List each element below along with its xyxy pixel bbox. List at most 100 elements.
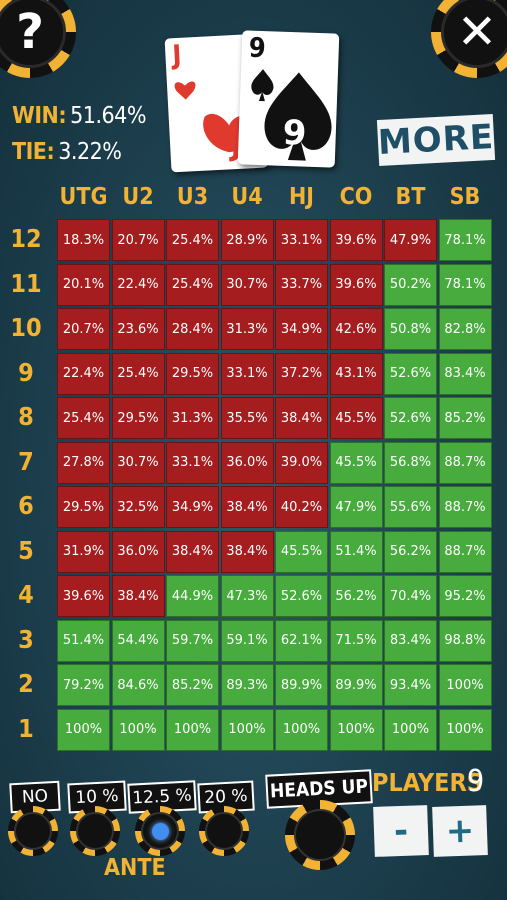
equity-cell: 78.1% — [438, 263, 492, 306]
more-button[interactable]: MORE — [376, 113, 496, 167]
equity-cell: 34.9% — [166, 486, 219, 528]
equity-cell: 100% — [329, 708, 383, 751]
equity-cell: 89.9% — [275, 664, 328, 706]
equity-cell: 89.9% — [329, 664, 383, 706]
equity-cell: 38.4% — [220, 530, 274, 573]
ante-option-toggle[interactable] — [70, 806, 120, 856]
equity-cell: 33.7% — [275, 263, 328, 306]
row-header: 7 — [18, 446, 34, 476]
equity-cell: 25.4% — [57, 397, 110, 439]
equity-cell: 28.9% — [220, 219, 274, 261]
equity-cell: 93.4% — [384, 664, 437, 706]
equity-cell: 85.2% — [166, 664, 219, 706]
equity-cell: 32.5% — [111, 486, 165, 528]
equity-cell: 40.2% — [275, 486, 328, 528]
help-button[interactable]: ? — [0, 0, 76, 78]
equity-cell: 100% — [57, 708, 110, 751]
equity-cell: 31.3% — [166, 397, 219, 439]
win-value: 51.64% — [70, 103, 147, 129]
tie-stat: TIE: 3.22% — [12, 139, 122, 165]
selected-indicator-icon — [151, 822, 169, 840]
column-header: HJ — [288, 184, 314, 210]
row-header: 10 — [10, 313, 42, 342]
decrease-players-button[interactable]: - — [373, 805, 429, 857]
equity-cell: 38.4% — [275, 397, 328, 439]
players-label: PLAYERS — [372, 768, 483, 797]
row-header: 4 — [18, 580, 34, 609]
ante-option-toggle[interactable] — [135, 806, 185, 856]
equity-cell: 25.4% — [111, 352, 165, 395]
equity-cell: 39.6% — [329, 219, 383, 261]
equity-cell: 35.5% — [220, 397, 274, 439]
close-button[interactable]: ✕ — [431, 0, 507, 78]
row-header: 11 — [10, 268, 42, 298]
equity-cell: 18.3% — [57, 219, 110, 261]
equity-cell: 54.4% — [111, 619, 165, 662]
column-header: U2 — [122, 184, 154, 210]
close-icon: ✕ — [441, 0, 507, 68]
win-label: WIN: — [12, 103, 67, 129]
equity-cell: 70.4% — [384, 575, 437, 617]
equity-cell: 45.5% — [329, 397, 383, 439]
chip-hole-icon — [205, 812, 243, 850]
equity-cell: 52.6% — [275, 575, 328, 617]
tie-label: TIE: — [12, 139, 55, 165]
equity-cell: 100% — [438, 664, 492, 706]
equity-cell: 36.0% — [220, 441, 274, 484]
equity-cell: 50.2% — [384, 263, 437, 306]
equity-cell: 20.7% — [57, 308, 110, 350]
equity-cell: 39.0% — [275, 441, 328, 484]
equity-cell: 88.7% — [438, 530, 492, 573]
question-icon: ? — [0, 0, 66, 68]
equity-cell: 52.6% — [384, 352, 437, 395]
equity-cell: 27.8% — [57, 441, 110, 484]
row-header: 12 — [10, 224, 42, 253]
equity-cell: 22.4% — [57, 352, 110, 395]
equity-cell: 50.8% — [384, 308, 437, 350]
equity-cell: 98.8% — [438, 619, 492, 662]
equity-cell: 55.6% — [384, 486, 437, 528]
equity-cell: 88.7% — [438, 441, 492, 484]
equity-cell: 100% — [275, 708, 328, 751]
equity-cell: 79.2% — [57, 664, 110, 706]
row-header: 8 — [18, 402, 34, 431]
players-count: 9 — [467, 764, 485, 799]
ante-option-toggle[interactable] — [199, 806, 249, 856]
equity-cell: 29.5% — [57, 486, 110, 528]
equity-cell: 83.4% — [438, 352, 492, 395]
equity-cell: 84.6% — [111, 664, 165, 706]
equity-cell: 51.4% — [329, 530, 383, 573]
equity-cell: 83.4% — [384, 619, 437, 662]
equity-cell: 47.3% — [220, 575, 274, 617]
row-header: 1 — [18, 713, 34, 743]
increase-players-button[interactable]: + — [432, 805, 488, 857]
equity-cell: 33.1% — [275, 219, 328, 261]
equity-cell: 34.9% — [275, 308, 328, 350]
equity-cell: 59.7% — [166, 619, 219, 662]
equity-cell: 89.3% — [220, 664, 274, 706]
equity-cell: 52.6% — [384, 397, 437, 439]
equity-cell: 45.5% — [329, 441, 383, 484]
chip-hole-icon — [294, 809, 346, 861]
equity-cell: 39.6% — [57, 575, 110, 617]
heads-up-toggle[interactable] — [285, 800, 355, 870]
equity-cell: 28.4% — [166, 308, 219, 350]
equity-cell: 82.8% — [438, 308, 492, 350]
equity-cell: 88.7% — [438, 486, 492, 528]
equity-cell: 25.4% — [166, 263, 219, 306]
equity-cell: 37.2% — [275, 352, 328, 395]
equity-cell: 62.1% — [275, 619, 328, 662]
ante-option-toggle[interactable] — [8, 806, 58, 856]
column-header: U3 — [176, 184, 209, 210]
equity-cell: 38.4% — [166, 530, 219, 573]
equity-cell: 78.1% — [438, 219, 492, 261]
equity-cell: 56.2% — [384, 530, 437, 573]
row-header: 3 — [18, 624, 34, 654]
equity-cell: 33.1% — [220, 352, 274, 395]
equity-cell: 100% — [220, 708, 274, 751]
equity-cell: 42.6% — [329, 308, 383, 350]
equity-cell: 56.2% — [329, 575, 383, 617]
equity-cell: 45.5% — [275, 530, 328, 573]
equity-cell: 31.9% — [57, 530, 110, 573]
chip-hole-icon — [76, 812, 114, 850]
